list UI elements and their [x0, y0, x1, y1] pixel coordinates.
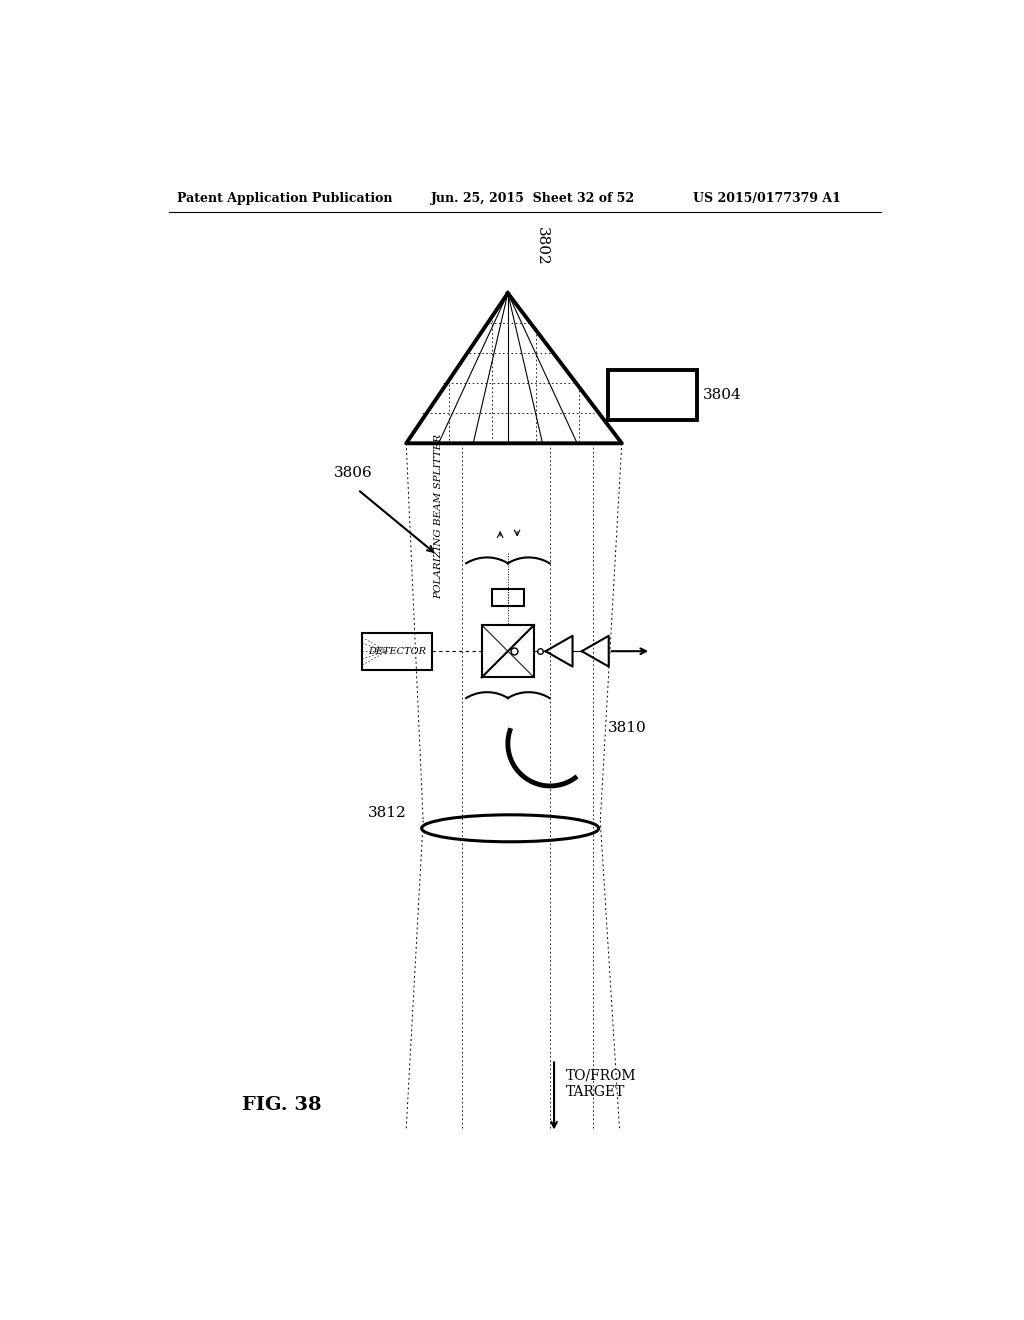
Text: FIG. 38: FIG. 38	[243, 1097, 322, 1114]
Text: DETECTOR: DETECTOR	[368, 647, 426, 656]
Bar	[362, 632, 432, 669]
Text: Patent Application Publication: Patent Application Publication	[177, 191, 392, 205]
Text: 3810: 3810	[608, 721, 647, 735]
Ellipse shape	[422, 814, 599, 842]
Text: US 2015/0177379 A1: US 2015/0177379 A1	[692, 191, 841, 205]
Text: TO/FROM
TARGET: TO/FROM TARGET	[565, 1069, 636, 1098]
Bar	[481, 626, 535, 677]
Text: 3804: 3804	[702, 388, 741, 403]
Text: 3802: 3802	[535, 227, 549, 267]
Bar	[492, 589, 524, 606]
Text: Jun. 25, 2015  Sheet 32 of 52: Jun. 25, 2015 Sheet 32 of 52	[431, 191, 635, 205]
Text: 3812: 3812	[368, 807, 407, 820]
Bar	[608, 370, 696, 420]
Text: 3806: 3806	[334, 466, 373, 480]
Text: POLARIZING BEAM SPLITTER: POLARIZING BEAM SPLITTER	[434, 434, 443, 599]
